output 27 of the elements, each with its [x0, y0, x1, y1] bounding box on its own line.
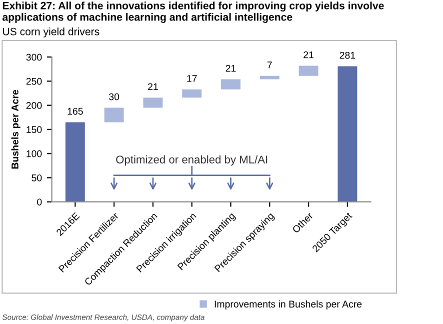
- y-tick-label: 200: [26, 102, 42, 109]
- data-label: 21: [148, 83, 158, 90]
- bar: [143, 98, 163, 108]
- data-label: 7: [267, 62, 272, 68]
- data-label: 21: [226, 64, 236, 72]
- bar: [182, 89, 202, 98]
- bar: [338, 66, 358, 202]
- y-tick-label: 100: [26, 150, 42, 158]
- y-tick-label: 300: [26, 54, 42, 61]
- bar: [221, 79, 240, 90]
- chart-subtitle: US corn yield drivers: [3, 28, 100, 38]
- y-tick-label: 250: [26, 78, 42, 85]
- bar: [104, 108, 124, 122]
- y-tick-label: 150: [26, 126, 42, 134]
- chart-title: Exhibit 27: All of the innovations identified for improving crop yields involve applications of machine learning and artificial intelligence: [2, 2, 384, 23]
- y-tick-label: 50: [32, 174, 42, 182]
- y-tick-label: 0: [37, 198, 42, 206]
- data-label: 17: [187, 75, 197, 82]
- bar: [65, 122, 85, 202]
- data-label: 30: [109, 93, 120, 100]
- data-label: 21: [304, 51, 314, 58]
- data-label: 281: [340, 52, 356, 59]
- data-label: 165: [68, 108, 83, 115]
- bar: [298, 66, 318, 76]
- legend-label: Improvements in Bushels per Acre: [214, 300, 362, 310]
- annotation: Optimized or enabled by ML/AI: [116, 155, 268, 166]
- y-axis-title: Bushels per Acre: [11, 90, 20, 169]
